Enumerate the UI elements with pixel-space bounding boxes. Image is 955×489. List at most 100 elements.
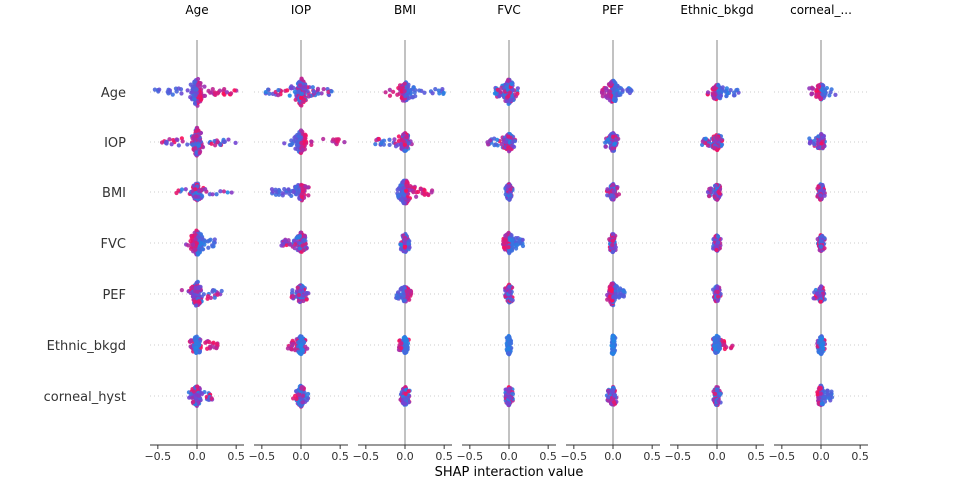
point-1-1 [303,132,308,137]
point-1-2 [399,142,404,147]
point-3-5 [716,234,721,239]
point-1-1 [298,135,304,140]
point-0-0 [202,93,208,98]
point-5-2 [403,336,408,341]
point-1-6 [820,135,825,140]
point-0-1 [299,76,304,81]
point-4-0 [188,290,193,296]
point-3-1 [302,233,307,238]
point-5-1 [290,341,295,347]
point-0-4 [625,87,630,92]
point-0-3 [498,90,503,95]
point-5-0 [188,338,194,343]
point-1-0 [233,140,238,145]
point-2-6 [816,185,821,190]
point-1-0 [163,140,169,145]
point-4-3 [507,289,512,294]
point-0-6 [833,92,838,97]
point-1-2 [401,139,406,144]
point-2-1 [269,187,275,192]
point-3-0 [210,244,215,249]
point-1-6 [820,145,825,150]
point-1-0 [213,143,218,148]
point-3-0 [186,243,191,248]
point-3-0 [196,234,201,239]
point-0-3 [506,94,511,99]
point-0-1 [319,91,324,96]
point-3-0 [191,242,196,247]
point-1-2 [376,136,381,142]
point-2-0 [229,190,234,195]
point-1-1 [309,139,314,144]
point-0-3 [507,90,513,95]
point-2-3 [507,183,512,188]
point-4-5 [715,289,720,295]
beeswarm-points [152,76,838,409]
point-5-2 [399,341,404,346]
point-0-6 [820,92,825,97]
point-5-5 [722,342,727,347]
point-2-1 [277,189,282,194]
point-0-0 [174,89,179,94]
point-3-0 [195,252,200,257]
point-0-2 [422,90,427,95]
point-0-0 [179,91,184,96]
point-2-0 [225,190,230,195]
point-1-0 [194,150,199,155]
point-2-0 [179,187,185,192]
point-0-2 [433,87,438,92]
point-3-0 [188,238,193,244]
point-3-5 [715,240,721,245]
point-0-0 [192,96,197,102]
point-1-0 [193,129,198,134]
point-1-6 [807,136,812,141]
point-2-2 [429,190,434,195]
point-3-2 [402,244,407,249]
point-0-2 [430,91,435,96]
point-6-1 [304,398,310,403]
point-2-1 [280,191,285,196]
point-0-3 [492,91,498,96]
point-2-1 [287,191,292,196]
point-4-2 [404,288,409,294]
point-2-2 [408,183,413,189]
point-3-3 [516,238,521,244]
point-2-0 [196,188,202,193]
point-0-0 [152,87,157,92]
point-1-6 [819,141,824,146]
point-2-2 [407,187,412,193]
point-4-0 [205,294,211,299]
point-1-3 [508,146,513,151]
point-0-2 [387,93,393,98]
point-5-1 [298,343,303,348]
point-1-0 [197,150,202,155]
point-2-2 [414,190,419,195]
point-4-1 [300,293,305,298]
point-2-1 [282,187,287,192]
point-6-0 [191,389,196,394]
point-6-1 [299,385,304,390]
point-6-1 [294,396,299,402]
point-5-4 [611,337,617,343]
point-3-2 [407,245,412,250]
point-1-2 [379,141,384,146]
point-3-5 [714,247,719,253]
point-0-1 [305,89,310,94]
point-1-2 [373,142,378,147]
point-0-3 [509,81,514,87]
point-3-0 [206,245,211,250]
point-3-1 [292,245,297,251]
point-4-4 [618,291,623,296]
point-0-4 [620,88,625,93]
point-0-1 [321,87,326,92]
point-1-5 [713,139,718,144]
point-0-1 [302,97,307,102]
point-1-1 [342,140,347,145]
point-0-2 [406,84,411,89]
point-0-2 [410,95,416,100]
point-0-5 [723,89,728,94]
point-3-6 [820,233,825,239]
point-0-0 [157,87,162,92]
point-0-1 [289,86,294,91]
point-5-1 [302,340,307,345]
